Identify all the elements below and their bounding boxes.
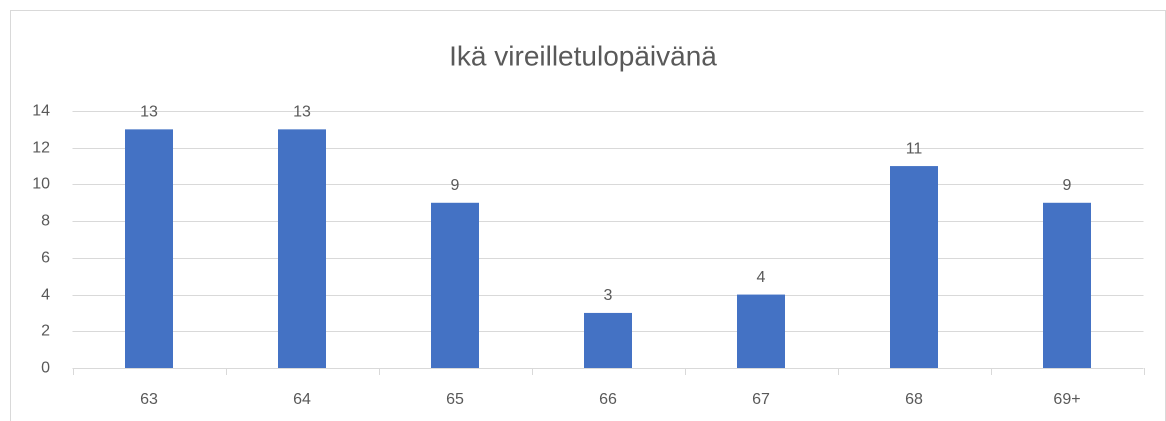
data-label: 9: [451, 177, 460, 194]
data-label: 3: [604, 287, 613, 304]
bar: [125, 129, 173, 368]
data-label: 4: [757, 269, 766, 286]
data-label: 13: [140, 104, 158, 121]
bar: [737, 294, 785, 368]
y-tick-label: 8: [41, 213, 50, 230]
x-tick-label: 69+: [1053, 391, 1080, 408]
y-tick-label: 12: [32, 140, 50, 157]
y-tick-label: 0: [41, 360, 50, 377]
x-tick-label: 68: [905, 391, 923, 408]
x-tick-label: 63: [140, 391, 158, 408]
bar: [431, 202, 479, 368]
x-tick-label: 67: [752, 391, 770, 408]
x-tick-label: 65: [446, 391, 464, 408]
y-tick-label: 2: [41, 323, 50, 340]
bar: [890, 166, 938, 368]
data-label: 13: [293, 104, 311, 121]
y-tick-label: 4: [41, 287, 50, 304]
data-label: 9: [1063, 177, 1072, 194]
x-tick-label: 64: [293, 391, 311, 408]
chart-title: Ikä vireilletulopäivänä: [449, 40, 717, 71]
y-tick-label: 6: [41, 250, 50, 267]
y-tick-label: 10: [32, 176, 50, 193]
bar: [1043, 202, 1091, 368]
bar: [584, 312, 632, 368]
bar: [278, 129, 326, 368]
y-tick-label: 14: [32, 103, 50, 120]
x-tick-label: 66: [599, 391, 617, 408]
data-label: 11: [906, 140, 923, 157]
